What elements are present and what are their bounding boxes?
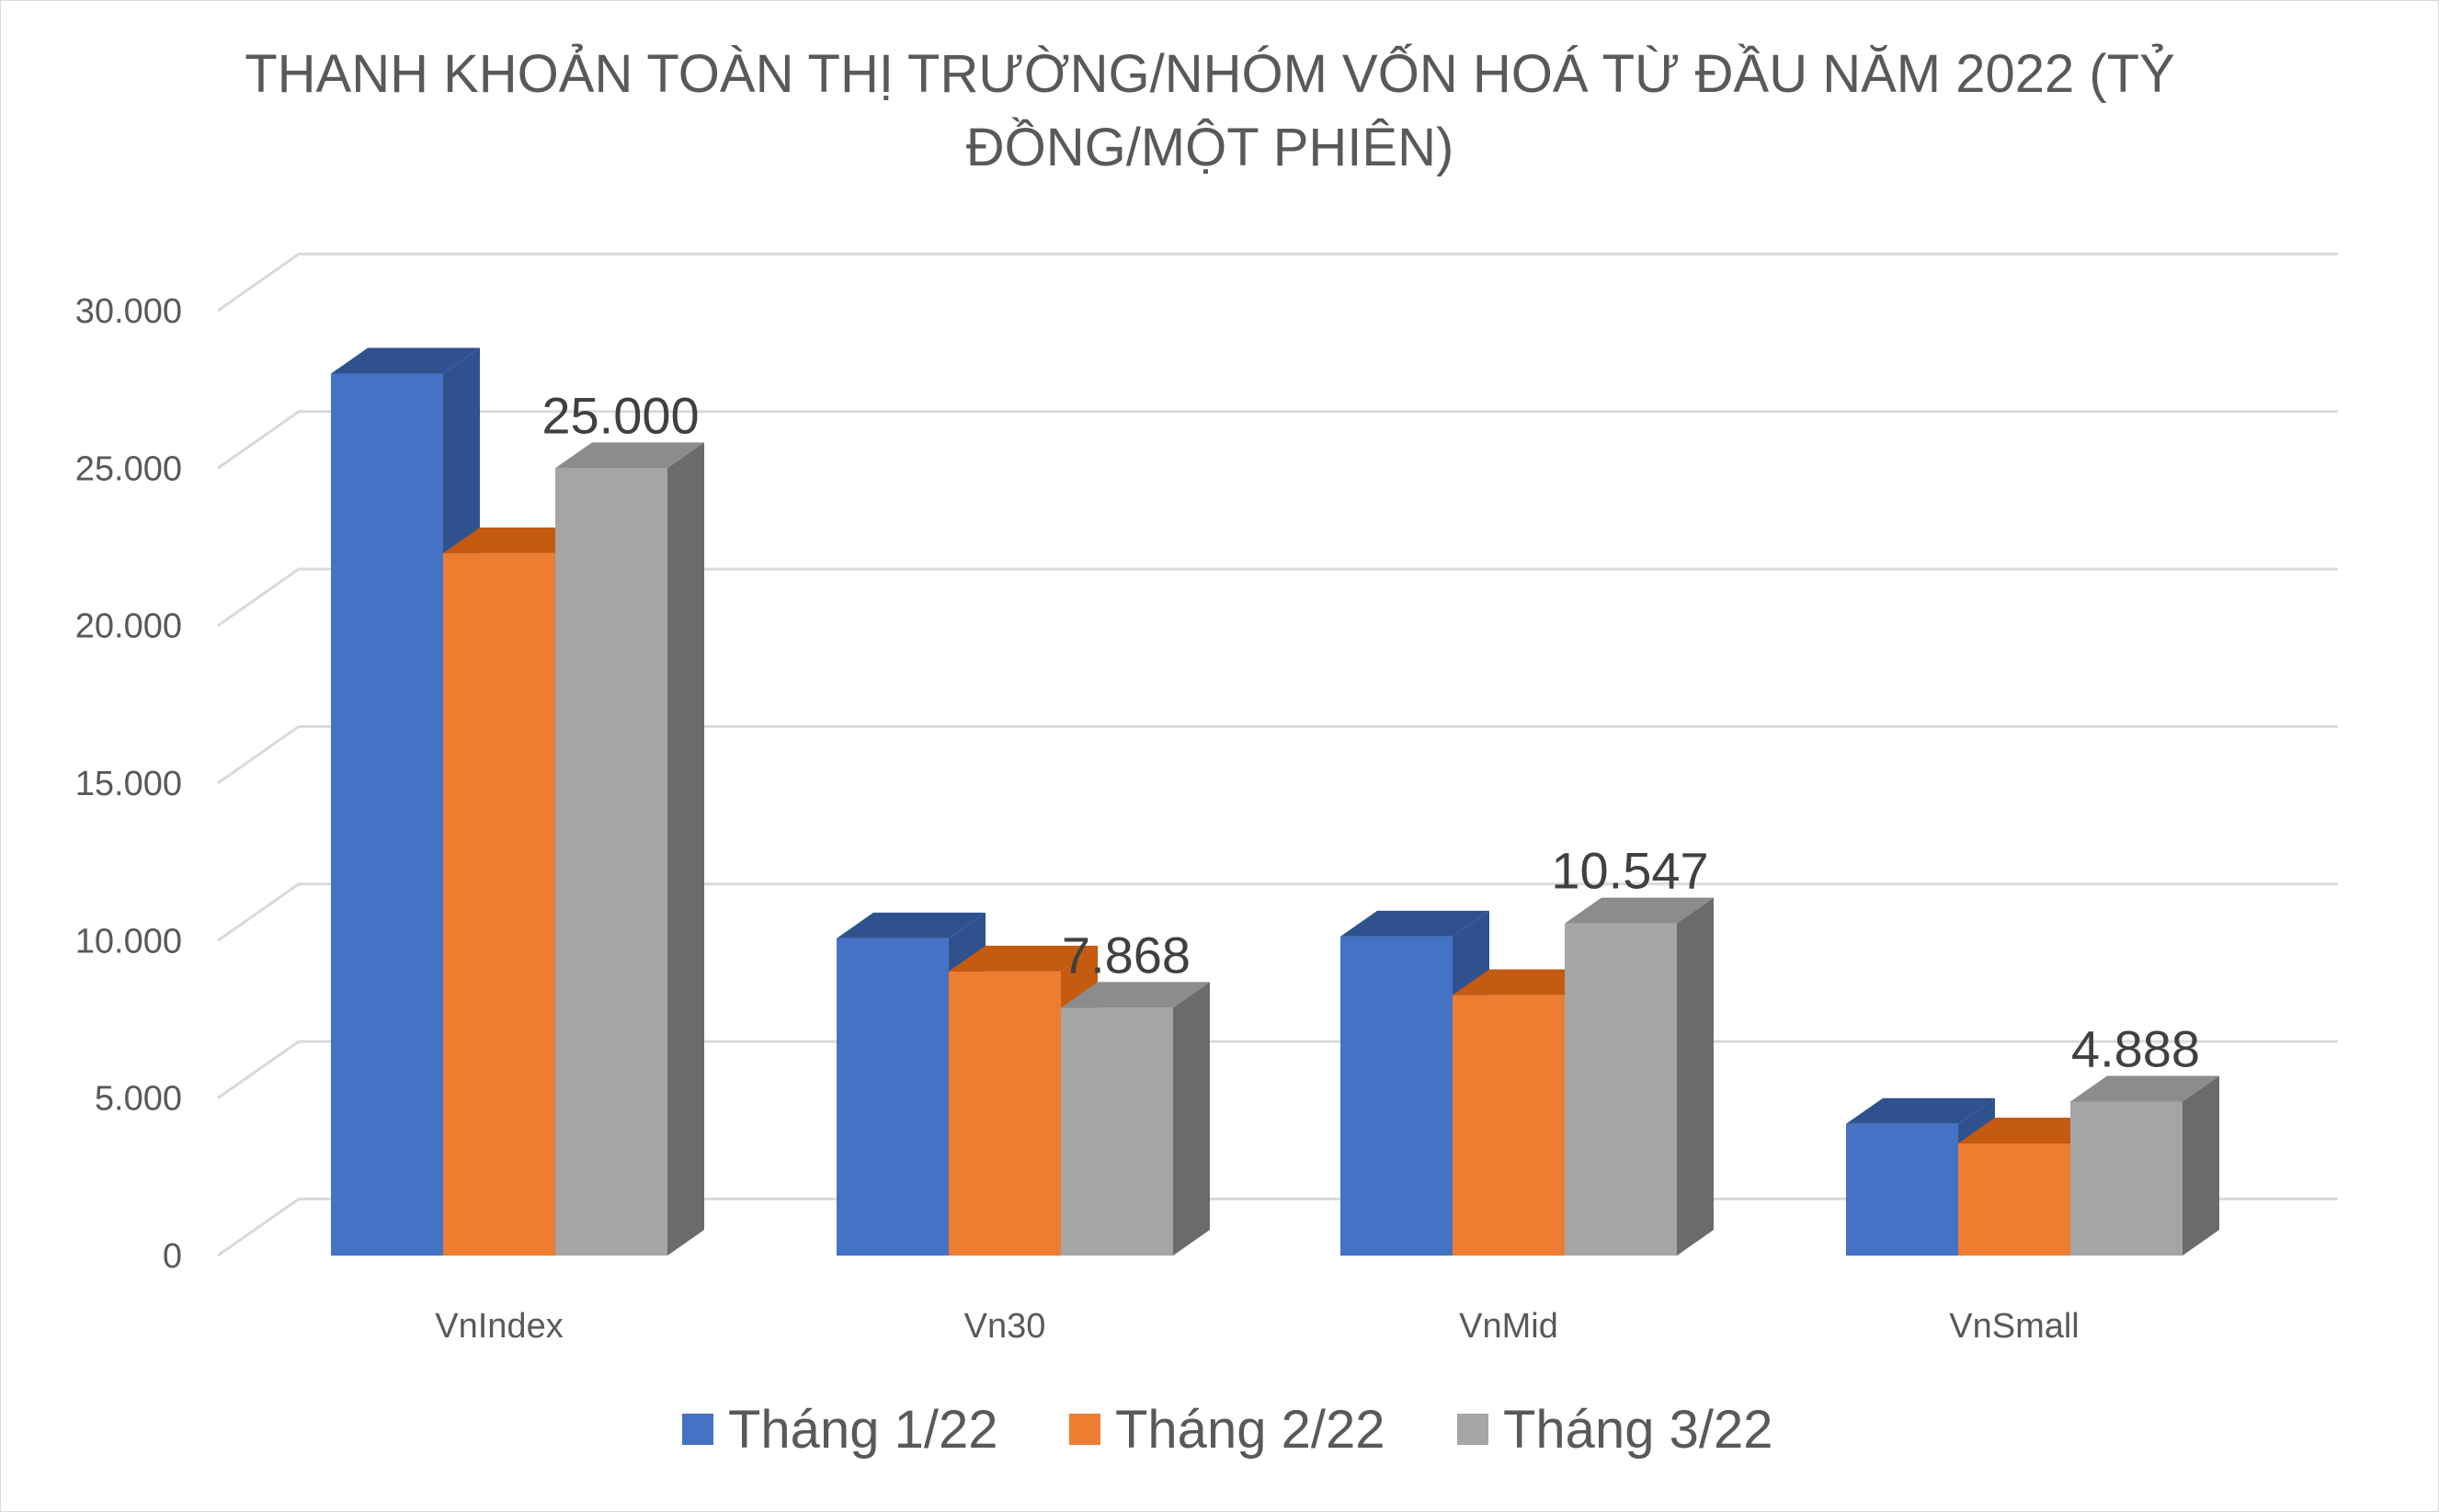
bar xyxy=(1958,1143,2070,1256)
bar xyxy=(555,468,667,1256)
bar-side xyxy=(1677,897,1714,1256)
bar xyxy=(837,938,949,1256)
bar xyxy=(1846,1123,1958,1256)
data-label: 7.868 xyxy=(1062,926,1191,983)
bar xyxy=(949,971,1061,1256)
y-tick-label: 30.000 xyxy=(75,292,182,331)
bar-side xyxy=(667,442,704,1256)
bar-top xyxy=(949,945,1098,972)
x-axis-categories: VnIndex Vn30 VnMid VnSmall xyxy=(435,1307,2079,1346)
bar xyxy=(1061,1007,1173,1256)
bar-top xyxy=(1846,1097,1995,1124)
legend-label: Tháng 3/22 xyxy=(1503,1400,1772,1460)
legend-swatch xyxy=(1457,1414,1488,1445)
legend: Tháng 1/22 Tháng 2/22 Tháng 3/22 xyxy=(682,1400,1772,1460)
y-tick-label: 15.000 xyxy=(75,765,182,803)
x-category-label: Vn30 xyxy=(964,1307,1046,1346)
bar-top xyxy=(2070,1075,2219,1102)
bar-side xyxy=(1173,982,1210,1256)
data-labels: 25.000 7.868 10.547 4.888 xyxy=(541,386,2200,1077)
bar xyxy=(2070,1101,2183,1256)
x-category-label: VnSmall xyxy=(1949,1307,2080,1346)
bar-side xyxy=(2183,1075,2219,1256)
bars xyxy=(331,347,2219,1256)
bar xyxy=(1565,923,1677,1256)
gridline-depth xyxy=(217,253,300,313)
x-category-label: VnIndex xyxy=(435,1307,563,1346)
legend-label: Tháng 2/22 xyxy=(1115,1400,1385,1460)
legend-label: Tháng 1/22 xyxy=(728,1400,997,1460)
bar-top xyxy=(837,912,986,938)
legend-swatch xyxy=(682,1414,713,1445)
y-tick-label: 20.000 xyxy=(75,608,182,646)
bar-top xyxy=(1565,897,1714,924)
y-axis-ticks: 0 5.000 10.000 15.000 20.000 25.000 30.000 xyxy=(75,292,182,1276)
bar-top xyxy=(1958,1118,2107,1144)
y-tick-label: 5.000 xyxy=(95,1080,182,1119)
gridline-depth xyxy=(217,725,300,785)
bar-top xyxy=(1340,910,1489,937)
y-tick-label: 10.000 xyxy=(75,922,182,961)
gridline-depth xyxy=(217,1198,300,1257)
bar xyxy=(1453,995,1565,1256)
legend-swatch xyxy=(1069,1414,1100,1445)
bar-top xyxy=(443,527,592,553)
chart-title-line1: THANH KHOẢN TOÀN THỊ TRƯỜNG/NHÓM VỐN HOÁ… xyxy=(245,44,2175,104)
bar-top xyxy=(1453,969,1601,995)
chart-title-line2: ĐỒNG/MỘT PHIÊN) xyxy=(966,118,1454,177)
bar xyxy=(331,373,443,1256)
gridline-depth xyxy=(217,1040,300,1099)
gridline-depth xyxy=(217,410,300,470)
y-tick-label: 25.000 xyxy=(75,449,182,488)
bar-top xyxy=(331,347,480,374)
gridline-depth xyxy=(217,882,300,942)
data-label: 4.888 xyxy=(2071,1020,2200,1078)
data-label: 10.547 xyxy=(1551,842,1708,900)
gridline-depth xyxy=(217,567,300,627)
y-tick-label: 0 xyxy=(163,1237,182,1276)
bar xyxy=(1340,936,1453,1256)
bar xyxy=(443,552,555,1256)
data-label: 25.000 xyxy=(541,386,699,444)
bar-top xyxy=(555,442,704,469)
bar-top xyxy=(1061,982,1210,1008)
x-category-label: VnMid xyxy=(1459,1307,1558,1346)
